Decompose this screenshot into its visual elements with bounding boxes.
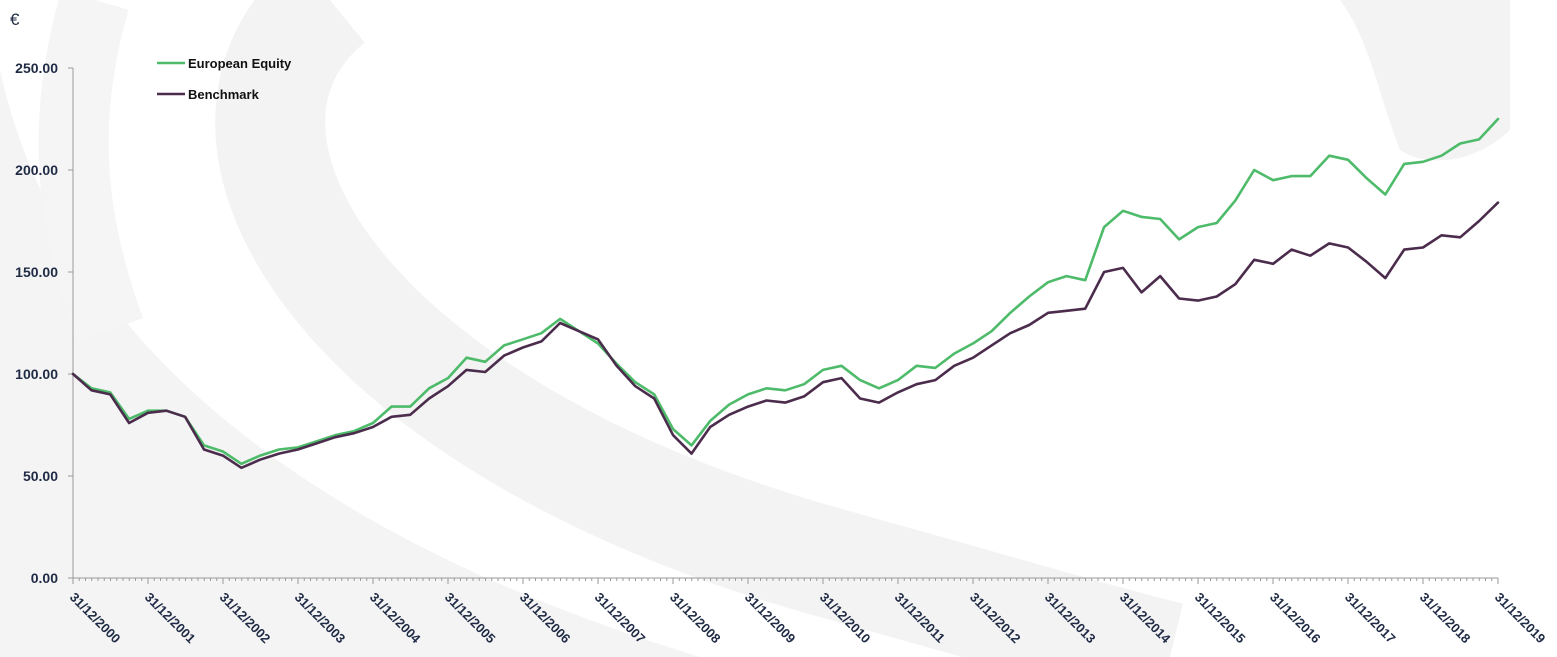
series-line-european-equity: [71, 117, 1500, 466]
y-tick-label: 100.00: [15, 366, 58, 382]
series-layer: [71, 117, 1500, 470]
legend: European Equity Benchmark: [157, 56, 292, 102]
background-watermark: [0, 0, 1510, 657]
y-tick-label: 50.00: [23, 468, 58, 484]
y-tick-label: 200.00: [15, 162, 58, 178]
y-tick-label: 150.00: [15, 264, 58, 280]
y-tick-label: 0.00: [31, 570, 58, 586]
x-tick-label: 31/12/2017: [1342, 590, 1399, 647]
x-tick-label: 31/12/2016: [1267, 590, 1324, 647]
y-axis: 0.00 50.00 100.00 150.00 200.00 250.00: [15, 60, 74, 586]
x-tick-label: 31/12/2018: [1417, 590, 1474, 647]
x-tick-label: 31/12/2008: [667, 590, 724, 647]
legend-item-european-equity: European Equity: [157, 56, 292, 71]
x-tick-label: 31/12/2019: [1492, 590, 1549, 647]
y-unit-label: €: [10, 10, 20, 29]
legend-item-benchmark: Benchmark: [157, 87, 260, 102]
y-tick-label: 250.00: [15, 60, 58, 76]
x-tick-label: 31/12/2015: [1192, 590, 1249, 647]
legend-label-european-equity: European Equity: [188, 56, 292, 71]
series-line-benchmark: [71, 201, 1500, 470]
legend-label-benchmark: Benchmark: [188, 87, 260, 102]
